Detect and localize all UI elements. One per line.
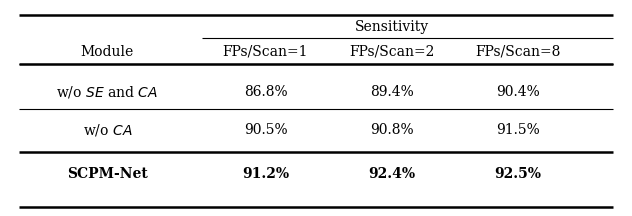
Text: Sensitivity: Sensitivity (355, 20, 429, 34)
Text: 91.5%: 91.5% (496, 123, 540, 137)
Text: 86.8%: 86.8% (243, 85, 288, 99)
Text: 90.5%: 90.5% (243, 123, 288, 137)
Text: FPs/Scan=8: FPs/Scan=8 (475, 45, 561, 59)
Text: FPs/Scan=2: FPs/Scan=2 (349, 45, 435, 59)
Text: 90.4%: 90.4% (496, 85, 540, 99)
Text: 92.5%: 92.5% (495, 167, 542, 181)
Text: 91.2%: 91.2% (242, 167, 289, 181)
Text: w/o $SE$ and $CA$: w/o $SE$ and $CA$ (56, 84, 159, 100)
Text: 92.4%: 92.4% (368, 167, 415, 181)
Text: FPs/Scan=1: FPs/Scan=1 (222, 45, 308, 59)
Text: SCPM-Net: SCPM-Net (67, 167, 148, 181)
Text: w/o $CA$: w/o $CA$ (83, 122, 132, 138)
Text: 89.4%: 89.4% (370, 85, 414, 99)
Text: Module: Module (81, 45, 134, 59)
Text: 90.8%: 90.8% (370, 123, 414, 137)
